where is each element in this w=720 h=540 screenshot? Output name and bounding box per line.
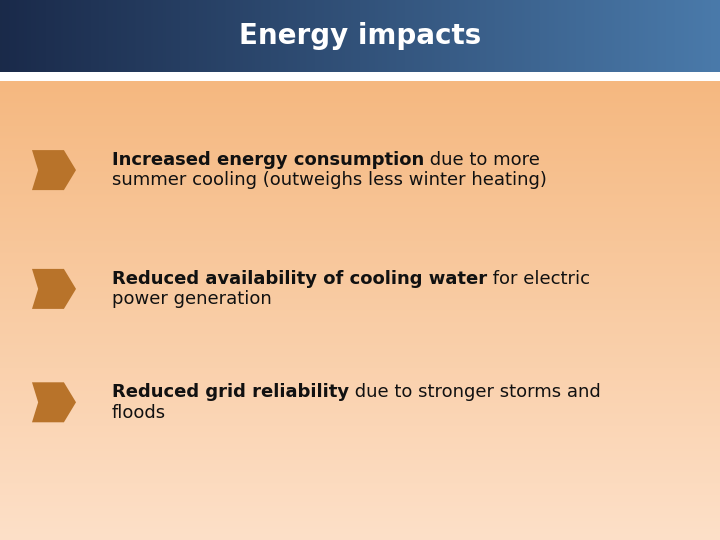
- Text: Energy impacts: Energy impacts: [239, 22, 481, 50]
- Bar: [0, 72, 720, 81]
- Text: floods: floods: [112, 404, 166, 422]
- Polygon shape: [32, 382, 76, 422]
- Text: due to stronger storms and: due to stronger storms and: [348, 383, 600, 401]
- Polygon shape: [32, 269, 76, 309]
- Text: due to more: due to more: [424, 151, 540, 168]
- Text: Reduced grid reliability: Reduced grid reliability: [112, 383, 348, 401]
- Text: Reduced availability of cooling water: Reduced availability of cooling water: [112, 269, 487, 287]
- Text: Increased energy consumption: Increased energy consumption: [112, 151, 424, 168]
- Polygon shape: [32, 150, 76, 190]
- Text: summer cooling (outweighs less winter heating): summer cooling (outweighs less winter he…: [112, 172, 546, 190]
- Text: power generation: power generation: [112, 291, 271, 308]
- Text: for electric: for electric: [487, 269, 590, 287]
